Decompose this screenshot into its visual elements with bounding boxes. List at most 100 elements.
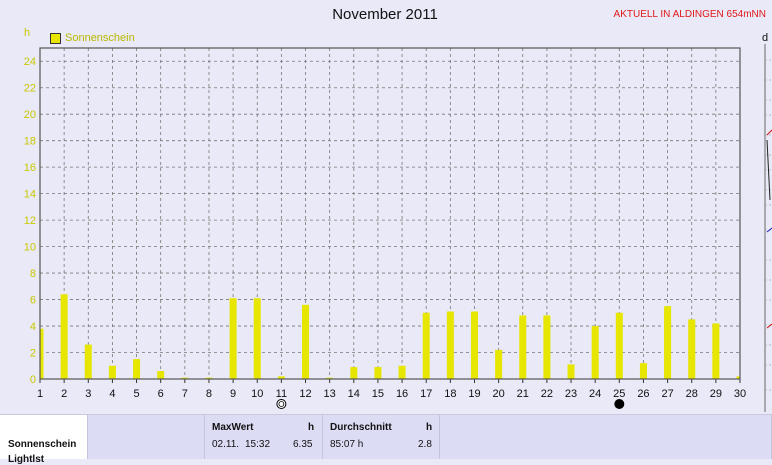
- avg-unit: h: [426, 422, 433, 433]
- x-tick-label: 18: [444, 388, 456, 400]
- stats-table: Sonnenschein Lightlst MaxWert h 02.11. 1…: [0, 414, 772, 465]
- x-tick-label: 23: [565, 388, 577, 400]
- avg-total: 85:07 h: [330, 439, 364, 450]
- x-tick-label: 21: [517, 388, 529, 400]
- x-tick-label: 29: [710, 388, 722, 400]
- x-tick-label: 22: [541, 388, 553, 400]
- plot-area: [40, 48, 740, 379]
- avg-value: 2.8: [418, 439, 432, 450]
- bar: [181, 377, 189, 379]
- bar: [277, 376, 285, 379]
- side-red-mark: [766, 129, 772, 136]
- bar: [446, 311, 454, 379]
- x-tick-label: 14: [348, 388, 360, 400]
- station-label: AKTUELL IN ALDINGEN 654mNN: [613, 9, 766, 20]
- x-tick-label: 1: [37, 388, 43, 400]
- x-tick-label: 24: [589, 388, 601, 400]
- side-red-mark: [766, 323, 772, 329]
- avg-header: Durchschnitt: [330, 422, 392, 433]
- row-label: Sonnenschein: [8, 439, 77, 450]
- x-tick-label: 26: [637, 388, 649, 400]
- bar: [712, 323, 720, 379]
- y-tick-label: 2: [30, 348, 36, 360]
- bar: [40, 328, 44, 379]
- x-tick-label: 9: [230, 388, 236, 400]
- bar: [591, 326, 599, 379]
- empty-cell: [88, 415, 205, 459]
- x-tick-label: 30: [734, 388, 746, 400]
- legend-swatch: [50, 32, 61, 44]
- x-tick-label: 12: [299, 388, 311, 400]
- bar: [60, 294, 68, 379]
- y-tick-label: 20: [24, 109, 36, 121]
- row-label-cell: Sonnenschein Lightlst: [0, 415, 88, 465]
- new-moon-icon: [614, 399, 625, 409]
- row-label-2: Lightlst: [8, 454, 45, 465]
- adjacent-chart-label: d: [762, 32, 769, 44]
- chart-bars: [40, 294, 740, 379]
- x-tick-label: 25: [613, 388, 625, 400]
- x-tick-label: 15: [372, 388, 384, 400]
- avg-cell: Durchschnitt h 85:07 h 2.8: [323, 415, 440, 459]
- side-blue-mark: [766, 227, 772, 233]
- bar: [688, 319, 696, 379]
- y-tick-label: 6: [30, 295, 36, 307]
- y-tick-label: 16: [24, 162, 36, 174]
- x-tick-label: 5: [133, 388, 139, 400]
- bar: [639, 363, 647, 379]
- max-date: 02.11.: [212, 439, 240, 450]
- x-tick-label: 19: [468, 388, 480, 400]
- max-time: 15:32: [245, 439, 271, 450]
- bar: [615, 312, 623, 379]
- side-black-mark: [766, 139, 771, 201]
- chart-title: November 2011: [332, 6, 438, 23]
- bar: [350, 367, 358, 379]
- max-value: 6.35: [293, 439, 313, 450]
- bar: [302, 304, 310, 379]
- bar: [422, 312, 430, 379]
- x-tick-label: 20: [492, 388, 504, 400]
- x-tick-label: 16: [396, 388, 408, 400]
- bar: [519, 315, 527, 379]
- bar: [133, 359, 141, 379]
- x-tick-label: 7: [182, 388, 188, 400]
- x-tick-label: 10: [251, 388, 263, 400]
- y-tick-label: 22: [24, 83, 36, 95]
- legend-label: Sonnenschein: [65, 32, 135, 44]
- bar: [664, 306, 672, 379]
- y-axis-unit: h: [24, 27, 31, 39]
- max-unit: h: [308, 422, 315, 433]
- y-tick-label: 18: [24, 136, 36, 148]
- y-tick-label: 12: [24, 215, 36, 227]
- bar: [495, 349, 503, 379]
- x-tick-label: 3: [85, 388, 91, 400]
- x-tick-label: 27: [661, 388, 673, 400]
- bar: [374, 367, 382, 379]
- x-tick-label: 2: [61, 388, 67, 400]
- full-moon-icon-inner: [278, 401, 285, 407]
- bar: [398, 365, 406, 379]
- full-moon-icon: [276, 399, 287, 409]
- bar: [567, 364, 575, 379]
- y-tick-label: 0: [30, 374, 36, 386]
- plot-frame: [39, 47, 741, 380]
- side-chart-fragment: [764, 44, 772, 412]
- y-tick-label: 4: [30, 321, 36, 333]
- max-cell: MaxWert h 02.11. 15:32 6.35: [205, 415, 323, 459]
- x-tick-label: 8: [206, 388, 212, 400]
- y-tick-label: 10: [24, 242, 36, 254]
- chart-grid: [40, 48, 740, 379]
- bar: [84, 344, 92, 379]
- bar: [229, 298, 237, 379]
- bar: [108, 365, 116, 379]
- bar: [543, 315, 551, 379]
- bar: [157, 371, 165, 379]
- max-header: MaxWert: [212, 422, 254, 433]
- x-tick-label: 17: [420, 388, 432, 400]
- bar: [736, 376, 740, 379]
- x-tick-label: 28: [686, 388, 698, 400]
- y-tick-label: 14: [24, 189, 36, 201]
- x-tick-label: 11: [276, 388, 287, 400]
